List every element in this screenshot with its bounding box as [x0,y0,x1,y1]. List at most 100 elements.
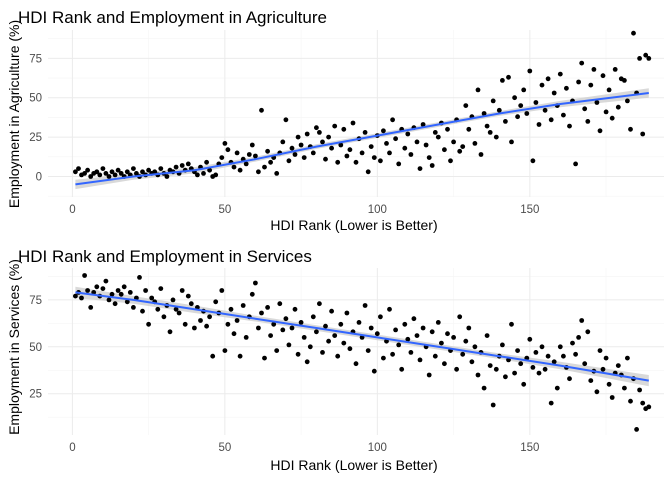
data-point [103,171,109,176]
data-point [466,126,472,132]
data-point [164,174,170,179]
data-point [249,142,255,148]
data-point [253,153,258,159]
data-point [408,350,414,355]
data-points [73,273,652,432]
data-point [243,335,249,340]
data-point [170,297,176,303]
data-point [490,402,496,408]
x-tick-label: 100 [368,442,387,454]
data-point [493,134,499,140]
data-point [204,159,210,165]
data-point [118,291,124,297]
y-axis-title: Employment in Services (%) [6,259,22,435]
data-point [622,78,627,83]
data-point [445,331,450,337]
data-point [243,161,249,167]
data-point [414,139,420,145]
data-point [362,130,368,135]
data-point [100,166,106,172]
data-point [124,299,130,305]
data-point [225,321,231,327]
data-point [106,174,112,179]
data-point [73,169,78,175]
data-point [106,297,112,303]
data-point [338,142,344,148]
data-point [295,134,301,140]
data-point [381,128,386,134]
data-point [146,167,152,173]
data-point [551,359,557,365]
data-point [253,280,258,286]
data-point [500,78,505,83]
data-point [622,385,627,391]
data-point [304,131,310,137]
data-point [628,398,633,404]
data-point [557,71,563,77]
data-point [277,301,283,307]
data-point [326,134,331,140]
data-point [198,318,203,323]
data-point [545,353,551,359]
data-point [365,169,371,175]
data-point [640,131,646,137]
data-point [612,67,618,72]
data-point [310,150,316,156]
data-point [283,117,289,123]
data-point [557,344,563,350]
data-point [576,335,581,340]
data-point [185,293,191,299]
data-point [454,366,459,372]
data-point [371,368,377,374]
data-point [265,148,270,154]
data-point [567,376,572,382]
data-point [329,145,334,151]
data-point [109,169,115,175]
data-point [420,325,426,331]
data-point [533,100,539,105]
data-point [347,147,353,153]
data-point [121,284,127,290]
data-point [359,150,365,156]
data-point [603,355,609,361]
chart-title: HDI Rank and Employment in Services [18,247,312,266]
data-point [387,306,392,312]
x-axis-title: HDI Rank (Lower is Better) [270,457,437,473]
data-point [432,353,438,359]
x-tick-label: 150 [520,204,539,216]
data-point [115,167,121,173]
data-point [576,79,581,85]
data-point [112,172,118,178]
data-point [97,172,103,178]
data-point [118,171,124,176]
data-point [368,325,374,331]
data-point [402,145,408,151]
data-point [149,295,155,301]
data-point [417,357,423,363]
data-point [100,286,106,291]
data-point [594,389,600,395]
data-point [112,301,118,307]
data-point [131,166,136,172]
data-point [353,159,359,165]
data-point [152,169,158,175]
data-point [298,320,304,325]
data-point [609,115,615,121]
data-point [323,323,328,329]
data-point [134,171,139,176]
data-point [503,374,508,380]
data-point [393,136,398,142]
data-point [225,147,231,153]
data-point [237,353,243,359]
data-point [445,126,450,132]
data-point [524,111,530,116]
data-point [615,104,621,110]
data-point [310,314,316,320]
data-points [73,30,652,179]
data-point [246,152,252,157]
data-point [396,342,402,348]
data-point [637,387,642,393]
data-point [268,333,273,338]
trend-line [75,92,649,186]
